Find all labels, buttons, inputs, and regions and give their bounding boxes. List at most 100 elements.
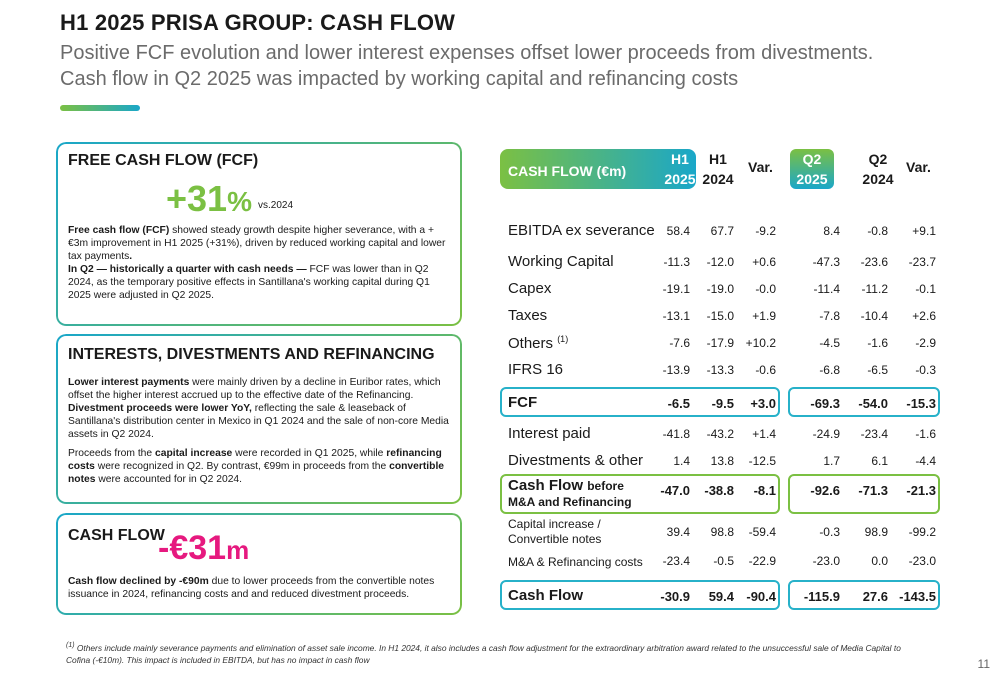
cashflow-row-box-h1 [500,580,780,610]
cell: -69.3 [810,396,840,411]
cell: 1.7 [823,454,840,468]
cell: -43.2 [706,427,734,441]
interests-p1b-rest: reflecting the sale & leaseback of Santi… [68,403,449,440]
subtitle-line-1: Positive FCF evolution and lower interes… [60,42,874,64]
cell: -19.0 [706,282,734,296]
cell: -23.4 [860,427,888,441]
cell: -0.5 [713,554,734,568]
cell: 98.8 [710,525,734,539]
header-h1-2025-line2: 2025 [664,171,696,187]
cell: -8.1 [753,483,776,498]
cell: -30.9 [660,589,690,604]
fcf-p1-rest: showed steady growth despite higher seve… [68,225,446,262]
interests-card-heading: INTERESTS, DIVESTMENTS AND REFINANCING [68,346,435,363]
cell: -24.9 [812,427,840,441]
cell: -11.4 [813,282,840,296]
cell: -6.5 [667,396,690,411]
cell: -21.3 [906,483,936,498]
cell: 58.4 [666,224,690,238]
cell: -71.3 [858,483,888,498]
cell: -7.8 [819,309,840,323]
cell: -0.3 [915,363,936,377]
cell: -99.2 [908,525,936,539]
row-label-line2: Convertible notes [508,532,602,546]
subtitle-line-2: Cash flow in Q2 2025 was impacted by wor… [60,68,739,90]
table-row: Capex -19.1 -19.0 -0.0 -11.4 -11.2 -0.1 [500,277,940,301]
row-label: Taxes [508,307,548,324]
cell: 59.4 [708,589,734,604]
cell: 98.9 [864,525,888,539]
header-h1-2025-line1: H1 [671,151,689,167]
row-label: Capex [508,280,552,297]
cashflow-row-box-q2 [788,580,940,610]
table-row-fcf: FCF -6.5 -9.5 +3.0 -69.3 -54.0 -15.3 [500,391,940,415]
header-var-q2: Var. [906,159,931,175]
interests-card: INTERESTS, DIVESTMENTS AND REFINANCING L… [58,336,460,502]
q2-header-pill [790,149,834,189]
fcf-card-text: Free cash flow (FCF) showed steady growt… [68,224,450,302]
row-label: Capital increase / Convertible notes [508,517,601,547]
cell: -6.5 [867,363,888,377]
cell: -92.6 [810,483,840,498]
interests-p1-rest: were mainly driven by a decline in Eurib… [68,377,441,401]
row-label: Working Capital [508,253,614,270]
cell: 0.0 [871,554,888,568]
cell: 39.4 [666,525,690,539]
fcf-p1-end: . [129,251,133,262]
fcf-p2-rest: FCF was lower than in Q2 2024, as the te… [68,264,430,301]
footnote-marker: (1) [66,642,75,649]
cell: -47.0 [660,483,690,498]
cell: -0.8 [867,224,888,238]
header-h1-2024-line1: H1 [709,151,727,167]
cell: -90.4 [746,589,776,604]
table-row: Working Capital -11.3 -12.0 +0.6 -47.3 -… [500,250,940,274]
fcf-card-heading: FREE CASH FLOW (FCF) [68,152,259,169]
fcf-kpi: +31% [166,178,252,220]
table-row: EBITDA ex severance 58.4 67.7 -9.2 8.4 -… [500,219,940,243]
row-label-text: Others [508,335,554,352]
table-row-cashflow: Cash Flow -30.9 59.4 -90.4 -115.9 27.6 -… [500,584,940,608]
cf-before-box-q2 [788,474,940,514]
cell: -115.9 [803,589,840,604]
interests-p2-c: were recorded in Q1 2025, while [232,448,387,459]
cell: -23.6 [860,255,888,269]
fcf-card: FREE CASH FLOW (FCF) +31% vs.2024 Free c… [58,144,460,324]
row-label: EBITDA ex severance [508,222,655,239]
table-row: Others (1) -7.6 -17.9 +10.2 -4.5 -1.6 -2… [500,331,940,355]
row-label: Divestments & other [508,452,644,469]
row-label-sub: M&A and Refinancing [508,495,632,509]
cell: +1.4 [752,427,776,441]
cashflow-card-heading: CASH FLOW [68,527,165,544]
cashflow-kpi: -€31m [158,529,249,568]
interests-p2-b1: capital increase [155,448,233,459]
cell: -15.0 [706,309,734,323]
page-subtitle: Positive FCF evolution and lower interes… [60,40,960,92]
fcf-row-box-q2 [788,387,940,417]
cell: -23.4 [662,554,690,568]
cell: -6.8 [819,363,840,377]
cell: -23.0 [812,554,840,568]
fcf-kpi-vs: vs.2024 [258,200,294,211]
header-q2-2025-line2: 2025 [796,171,828,187]
cell: -143.5 [899,589,936,604]
table-row: Taxes -13.1 -15.0 +1.9 -7.8 -10.4 +2.6 [500,304,940,328]
cell: 67.7 [710,224,734,238]
table-header-label: CASH FLOW (€m) [508,163,627,179]
cell: -13.9 [662,363,690,377]
cell: -12.0 [706,255,734,269]
table-row: Capital increase / Convertible notes 39.4… [500,517,940,549]
header-h1-2024-line2: 2024 [702,171,734,187]
cell: +0.6 [752,255,776,269]
interests-p2-e: were accounted for in Q2 2024. [95,474,243,485]
cell: -0.6 [755,363,776,377]
cell: +3.0 [750,396,776,411]
header-h1-2024: H1 2024 [698,149,738,189]
cell: -0.0 [755,282,776,296]
table-row-cf-before: Cash Flow before M&A and Refinancing -47.… [500,478,940,516]
page-title: H1 2025 PRISA GROUP: CASH FLOW [60,10,456,35]
cell: -38.8 [704,483,734,498]
cell: 1.4 [673,454,690,468]
table-header-pill: CASH FLOW (€m) [500,149,696,189]
interests-p1b-bold: Divestment proceeds were lower YoY, [68,403,252,414]
fcf-paragraph-2: In Q2 — historically a quarter with cash… [68,263,450,302]
